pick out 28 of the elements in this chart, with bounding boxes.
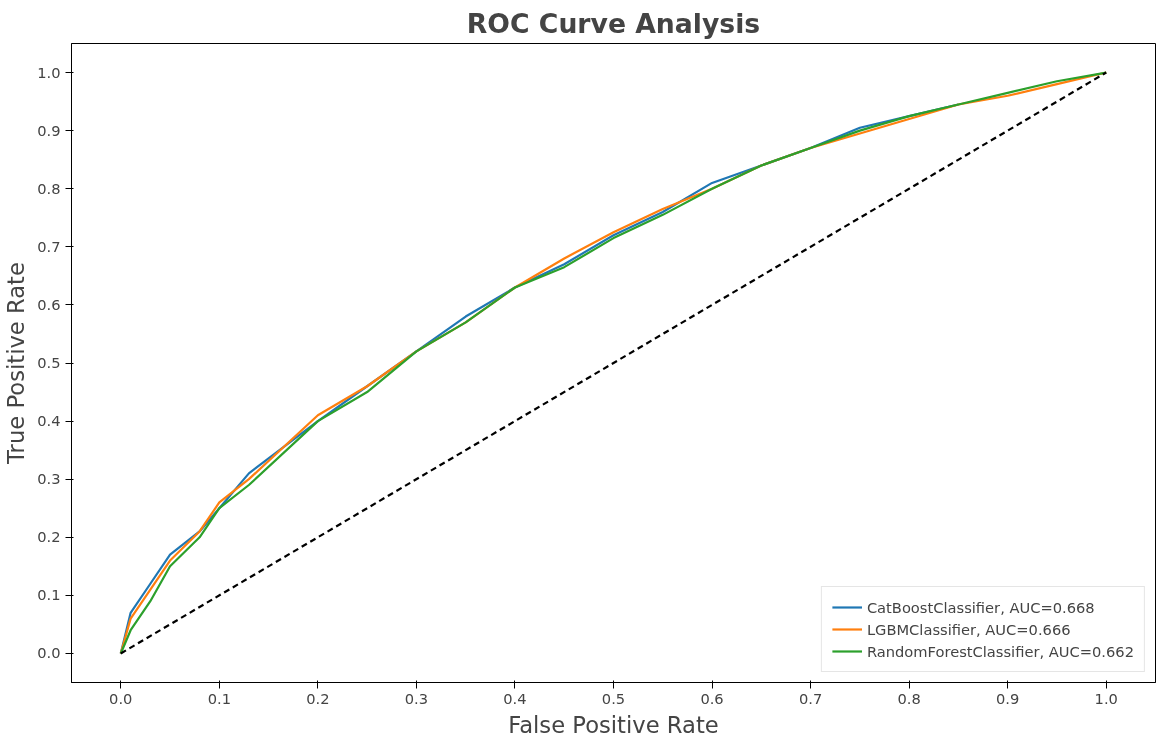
y-tick-label: 0.5 — [37, 354, 61, 371]
x-tick-label: 0.7 — [798, 689, 823, 707]
y-tick-label: 0.4 — [37, 412, 61, 430]
x-tick-label: 1.0 — [1094, 689, 1118, 707]
y-tick-label: 0.6 — [37, 295, 61, 313]
x-tick-label: 0.1 — [207, 689, 231, 707]
legend-label: LGBMClassifier, AUC=0.666 — [866, 620, 1071, 638]
x-tick-label: 0.2 — [306, 689, 330, 707]
y-tick-label: 0.2 — [37, 528, 61, 546]
x-axis-title: False Positive Rate — [508, 711, 719, 738]
x-tick-label: 0.6 — [700, 689, 724, 707]
y-tick-label: 0.3 — [37, 470, 61, 488]
y-tick-label: 0.9 — [37, 121, 61, 139]
y-tick-label: 0.0 — [37, 644, 61, 662]
y-axis-title: True Positive Rate — [3, 262, 30, 465]
x-tick-label: 0.4 — [503, 689, 527, 707]
legend-label: RandomForestClassifier, AUC=0.662 — [866, 642, 1134, 660]
y-tick-label: 0.1 — [37, 586, 61, 604]
x-tick-label: 0.3 — [404, 689, 429, 707]
y-tick-label: 1.0 — [37, 63, 61, 81]
chart-title: ROC Curve Analysis — [466, 7, 761, 39]
x-tick-label: 0.8 — [897, 689, 921, 707]
y-tick-label: 0.8 — [37, 179, 61, 197]
x-tick-label: 0.5 — [601, 689, 626, 707]
legend-label: CatBoostClassifier, AUC=0.668 — [866, 598, 1095, 616]
x-tick-label: 0.0 — [109, 689, 133, 707]
x-tick-label: 0.9 — [996, 689, 1020, 707]
y-tick-label: 0.7 — [37, 237, 61, 255]
